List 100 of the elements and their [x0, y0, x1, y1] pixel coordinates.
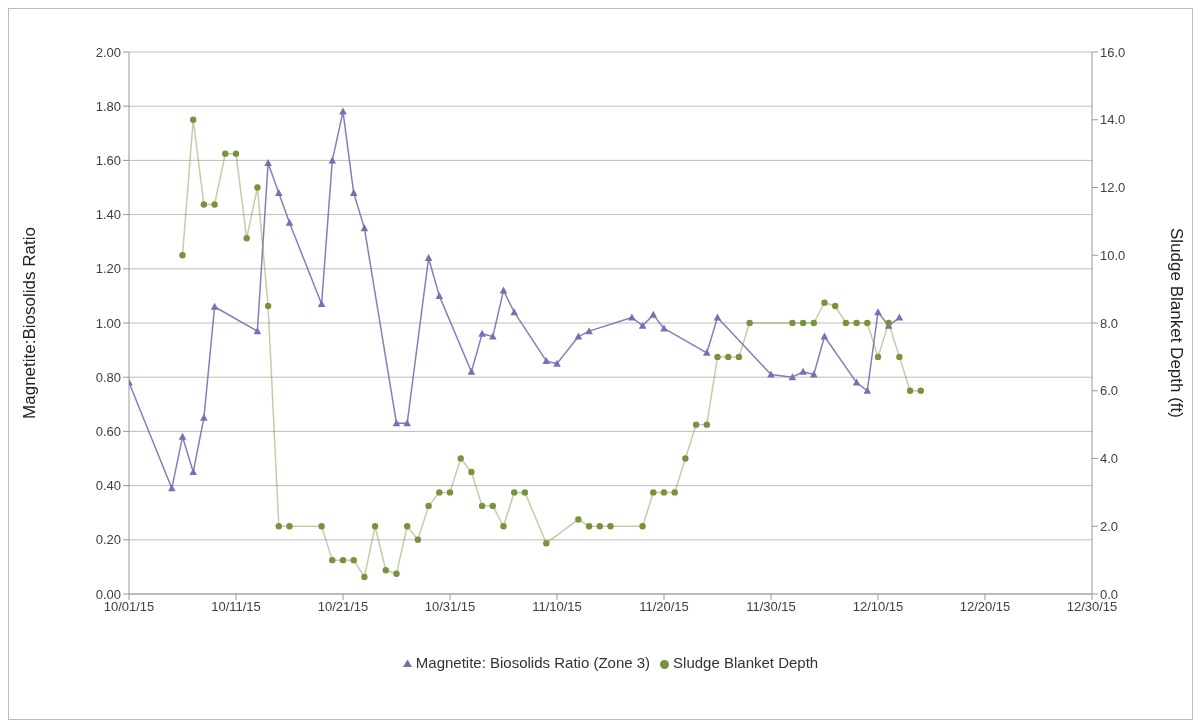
point: [286, 523, 293, 530]
point: [393, 570, 400, 577]
point: [896, 353, 903, 361]
y2-tick-label: 0.0: [1100, 586, 1119, 602]
point: [329, 556, 336, 564]
point: [874, 353, 882, 361]
point: [542, 356, 551, 364]
x-tick-label: 10/31/15: [424, 599, 476, 615]
y-tick-label: 0.20: [95, 532, 121, 548]
point: [339, 556, 347, 564]
point: [628, 313, 636, 321]
point: [820, 332, 829, 340]
point: [810, 319, 817, 327]
x-tick-label: 10/21/15: [317, 599, 369, 615]
y-tick-label: 0.80: [95, 369, 121, 385]
y2-tick-label: 8.0: [1100, 315, 1119, 331]
point: [264, 302, 272, 310]
y-tick-label: 2.00: [95, 44, 121, 60]
point: [350, 556, 357, 564]
point: [371, 523, 379, 530]
point: [435, 291, 444, 299]
y2-tick-label: 16.0: [1100, 44, 1126, 60]
point: [917, 387, 924, 394]
point: [446, 489, 454, 496]
point: [906, 387, 914, 394]
point: [499, 286, 508, 294]
x-tick-label: 11/10/15: [532, 599, 582, 615]
point: [789, 319, 796, 327]
point: [317, 300, 326, 308]
x-tick-label: 12/30/15: [1066, 599, 1118, 615]
point: [853, 319, 860, 327]
point: [424, 253, 433, 261]
point: [799, 319, 807, 327]
point: [190, 116, 197, 123]
point: [500, 523, 507, 530]
point: [414, 536, 422, 543]
point: [360, 224, 369, 232]
point: [339, 107, 347, 115]
y2-tick-label: 6.0: [1100, 383, 1119, 399]
point: [575, 516, 582, 523]
y-axis-title: Magnetite:Biosolids Ratio: [20, 227, 40, 419]
point: [200, 413, 208, 421]
point: [211, 201, 218, 208]
point: [511, 489, 518, 496]
point: [585, 523, 593, 530]
point: [842, 319, 850, 327]
y2-tick-label: 10.0: [1100, 247, 1126, 263]
y-tick-label: 1.60: [95, 153, 121, 169]
point: [832, 302, 839, 310]
point: [607, 523, 614, 530]
point: [543, 539, 550, 547]
x-tick-label: 11/30/15: [746, 599, 796, 615]
point: [349, 188, 358, 196]
point: [275, 523, 282, 530]
point: [649, 310, 658, 318]
x-tick-label: 12/20/15: [959, 599, 1011, 615]
y-tick-label: 0.40: [95, 478, 121, 494]
point: [521, 489, 529, 496]
point: [638, 321, 647, 329]
point: [222, 150, 229, 157]
point: [735, 353, 743, 361]
x-tick-label: 11/20/15: [639, 599, 689, 615]
point: [864, 319, 871, 327]
point: [200, 201, 208, 208]
point: [382, 567, 389, 574]
point: [660, 489, 668, 496]
y2-tick-label: 14.0: [1100, 112, 1126, 128]
point: [285, 218, 294, 226]
point: [852, 378, 861, 386]
point: [821, 299, 828, 306]
point: [425, 502, 432, 510]
point: [596, 523, 603, 530]
point: [489, 332, 497, 340]
point: [788, 373, 797, 381]
y2-tick-label: 2.0: [1100, 518, 1119, 534]
point: [478, 502, 486, 510]
y2-axis-title: Sludge Blanket Depth (ft): [1166, 228, 1186, 418]
y-tick-label: 1.80: [95, 98, 121, 114]
point: [671, 489, 678, 496]
point: [457, 455, 464, 462]
y-tick-label: 0.00: [95, 586, 121, 602]
point: [682, 455, 689, 462]
point: [392, 419, 401, 427]
point: [254, 184, 261, 191]
point: [468, 468, 475, 476]
point: [489, 502, 496, 510]
point: [692, 421, 700, 428]
point: [189, 468, 197, 476]
point: [179, 252, 186, 259]
y2-tick-label: 4.0: [1100, 451, 1119, 467]
y2-tick-label: 12.0: [1100, 180, 1126, 196]
point: [863, 386, 872, 394]
point: [253, 327, 262, 335]
x-tick-label: 12/10/15: [852, 599, 904, 615]
legend-label: Sludge Blanket Depth: [673, 654, 819, 671]
point: [404, 523, 411, 530]
point: [895, 313, 904, 321]
point: [243, 235, 250, 242]
point: [478, 329, 486, 337]
point: [553, 359, 561, 367]
